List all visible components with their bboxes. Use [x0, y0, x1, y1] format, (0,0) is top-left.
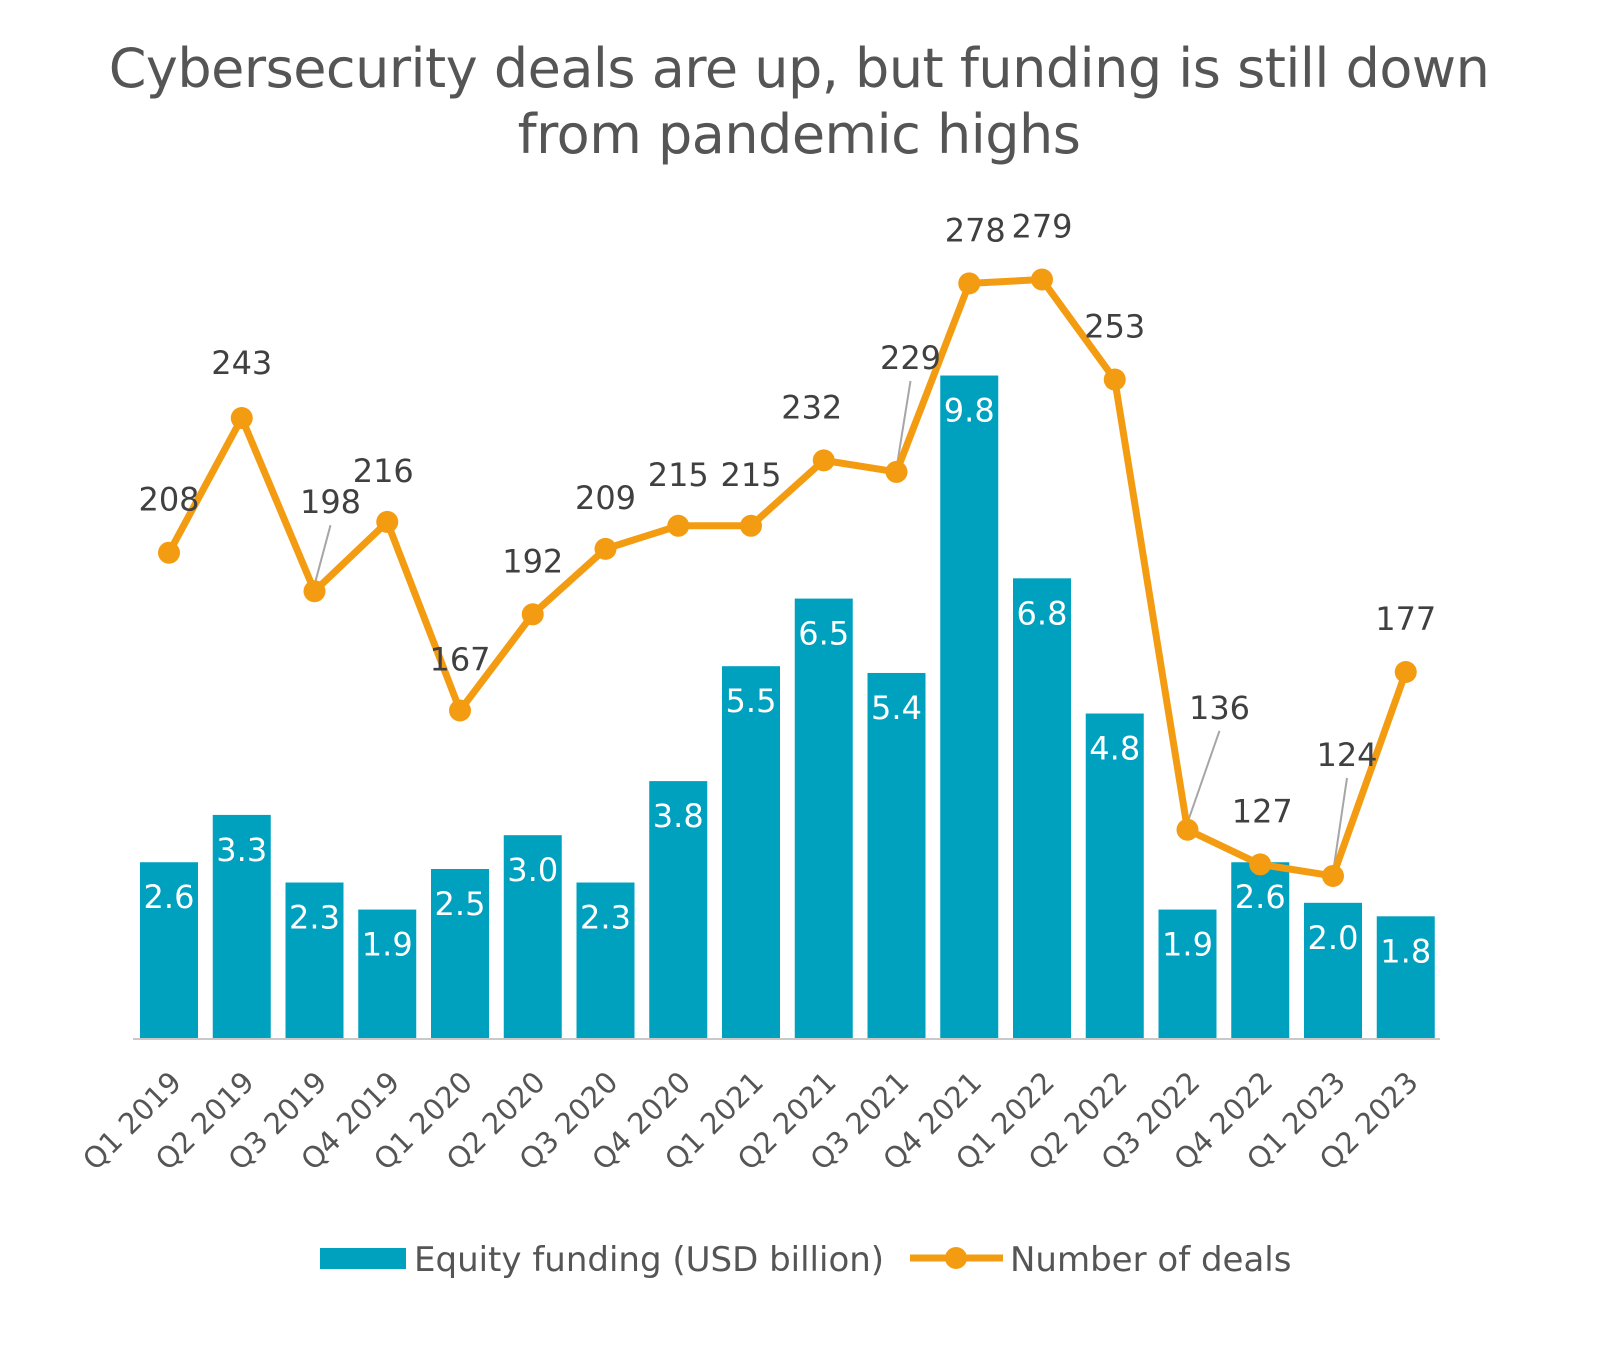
deals-value-label: 198 — [300, 483, 361, 521]
bar-q4-2021 — [940, 375, 999, 1038]
bar-value-label: 2.5 — [435, 885, 486, 923]
bar-value-label: 2.3 — [580, 899, 631, 937]
deals-point — [667, 514, 690, 537]
deals-value-label: 136 — [1189, 689, 1250, 727]
bar-value-label: 6.8 — [1017, 594, 1068, 632]
bar-value-label: 2.6 — [144, 878, 195, 916]
deals-leader-line — [896, 380, 912, 463]
deals-point — [1249, 853, 1272, 876]
deals-point — [521, 603, 544, 626]
bar-q2-2023 — [1376, 916, 1435, 1038]
deals-point — [1176, 818, 1199, 841]
bar-value-label: 5.4 — [871, 689, 922, 727]
deals-point — [812, 449, 835, 472]
bars-layer — [140, 375, 1435, 1038]
bar-value-label: 3.8 — [653, 797, 704, 835]
deals-value-label: 243 — [211, 344, 272, 382]
deals-point — [158, 541, 180, 564]
bar-q1-2021 — [722, 666, 780, 1038]
bar-value-label: 5.5 — [726, 682, 777, 720]
legend-line-label: Number of deals — [1010, 1240, 1291, 1280]
bar-q3-2019 — [285, 882, 344, 1038]
deals-value-label: 167 — [429, 640, 490, 678]
deals-value-label: 279 — [1011, 208, 1072, 246]
bar-value-label: 4.8 — [1089, 730, 1140, 768]
deals-value-label: 232 — [781, 388, 842, 426]
bar-q1-2019 — [140, 862, 198, 1038]
bar-q4-2020 — [649, 781, 708, 1038]
deals-point — [1031, 268, 1053, 291]
deals-point — [1394, 661, 1417, 684]
bar-value-label: 2.3 — [289, 899, 340, 937]
bar-value-label: 2.6 — [1235, 878, 1286, 916]
deals-value-label: 192 — [502, 542, 563, 580]
bar-q2-2019 — [212, 814, 271, 1038]
deals-point — [376, 510, 399, 533]
chart-title: Cybersecurity deals are up, but funding … — [0, 36, 1598, 168]
deals-point — [885, 460, 908, 483]
deals-point — [594, 537, 617, 560]
bar-value-label: 1.8 — [1380, 932, 1431, 970]
leader-lines-layer — [314, 380, 1348, 867]
deals-value-label: 124 — [1316, 736, 1377, 774]
bar-q2-2022 — [1085, 713, 1144, 1038]
legend: Equity funding (USD billion) Number of d… — [320, 1240, 1291, 1280]
labels-layer: 2.6 3.3 2.3 1.9 2.5 3.0 2.3 3.8 5.5 6.5 5.4 9.8 6.8 4… — [138, 208, 1436, 971]
deals-value-label: 127 — [1232, 792, 1293, 830]
bar-value-label: 3.3 — [216, 831, 267, 869]
deals-line — [165, 276, 1410, 880]
deals-value-label: 215 — [648, 456, 709, 494]
deals-value-label: 229 — [880, 339, 941, 377]
bar-value-label: 2.0 — [1308, 919, 1359, 957]
deals-value-label: 215 — [720, 456, 781, 494]
bar-q1-2023 — [1304, 902, 1362, 1038]
deals-value-label: 209 — [575, 479, 636, 517]
deals-point — [303, 580, 326, 603]
deals-value-label: 216 — [353, 452, 414, 490]
bar-q2-2020 — [503, 835, 562, 1038]
deals-leader-line — [1333, 777, 1348, 867]
deals-value-label: 177 — [1375, 600, 1436, 638]
bar-q2-2021 — [794, 598, 853, 1038]
deals-point — [230, 407, 253, 430]
bar-q3-2022 — [1158, 909, 1217, 1038]
bar-q3-2020 — [576, 882, 635, 1038]
bar-value-label: 3.0 — [507, 851, 558, 889]
deals-point — [740, 514, 762, 537]
bar-value-label: 1.9 — [362, 926, 413, 964]
bar-value-label: 1.9 — [1162, 926, 1213, 964]
deals-point — [1103, 368, 1126, 391]
bar-value-label: 9.8 — [944, 392, 995, 430]
deals-point — [958, 272, 981, 295]
legend-bar-label: Equity funding (USD billion) — [414, 1240, 884, 1280]
deals-value-label: 253 — [1084, 308, 1145, 346]
deals-leader-line — [1187, 730, 1221, 821]
bar-q1-2020 — [431, 869, 489, 1038]
bar-q4-2022 — [1231, 862, 1290, 1038]
bar-q1-2022 — [1013, 578, 1071, 1038]
deals-value-label: 208 — [138, 481, 199, 519]
bar-q3-2021 — [867, 672, 926, 1038]
deals-value-label: 278 — [945, 211, 1006, 249]
chart-title-line-1: Cybersecurity deals are up, but funding … — [108, 37, 1490, 100]
deals-point — [1322, 864, 1344, 887]
legend-line-marker — [945, 1247, 967, 1269]
chart-title-line-2: from pandemic highs — [517, 103, 1081, 166]
deals-point — [449, 699, 471, 722]
legend-bar-swatch — [320, 1248, 406, 1269]
bar-value-label: 6.5 — [798, 615, 849, 653]
deals-leader-line — [314, 524, 332, 582]
bar-q4-2019 — [358, 909, 417, 1038]
deals-line-layer — [158, 268, 1417, 887]
